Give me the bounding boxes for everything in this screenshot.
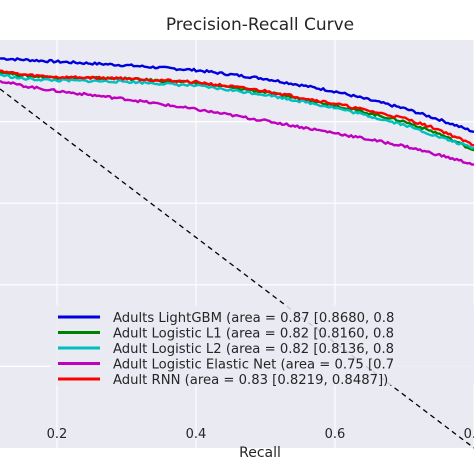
series-line — [0, 57, 474, 133]
legend: Adults LightGBM (area = 0.87 [0.8680, 0.… — [50, 305, 474, 388]
series-line — [0, 79, 474, 166]
x-axis-label: Recall — [239, 445, 281, 461]
legend-label: Adult Logistic Elastic Net (area = 0.75 … — [113, 358, 394, 373]
legend-label: Adult Logistic L2 (area = 0.82 [0.8136, … — [113, 342, 394, 357]
x-tick-label: 0.4 — [186, 427, 207, 442]
x-tick-label: 0.6 — [325, 427, 346, 442]
x-tick-label: 0.8 — [464, 427, 474, 442]
series-line — [0, 73, 474, 150]
baseline-dashed-line — [0, 88, 474, 449]
x-tick-labels: 0.2 0.4 0.6 0.8 — [47, 427, 474, 442]
chart-title: Precision-Recall Curve — [166, 15, 354, 35]
legend-label: Adult RNN (area = 0.83 [0.8219, 0.8487]) — [113, 373, 388, 388]
legend-label: Adult Logistic L1 (area = 0.82 [0.8160, … — [113, 327, 394, 342]
series-line — [0, 69, 474, 147]
legend-box — [50, 305, 474, 385]
curves — [0, 57, 474, 449]
legend-label: Adults LightGBM (area = 0.87 [0.8680, 0.… — [113, 311, 394, 326]
x-tick-label: 0.2 — [47, 427, 68, 442]
